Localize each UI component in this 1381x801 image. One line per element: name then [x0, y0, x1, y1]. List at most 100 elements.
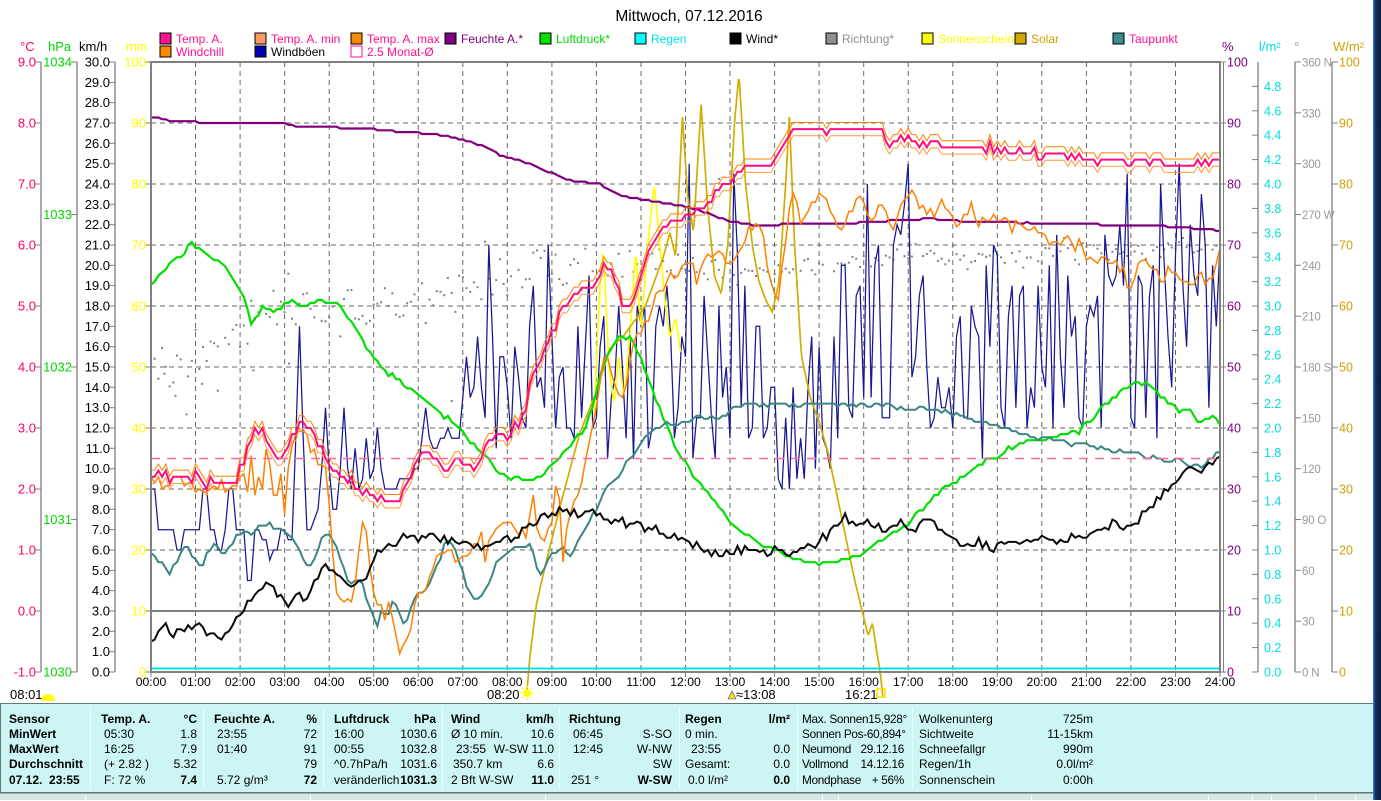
svg-text:0.8: 0.8 — [1264, 568, 1281, 582]
svg-text:16.0: 16.0 — [85, 339, 110, 354]
svg-text:1.2: 1.2 — [1264, 519, 1281, 533]
svg-text:01:00: 01:00 — [180, 675, 211, 689]
svg-text:km/h: km/h — [79, 39, 107, 54]
svg-text:40: 40 — [1339, 422, 1353, 436]
svg-text:1.0: 1.0 — [1264, 544, 1281, 558]
svg-text:Temp. A. min: Temp. A. min — [271, 32, 340, 46]
svg-text:3.0: 3.0 — [1264, 300, 1281, 314]
svg-text:150: 150 — [1302, 413, 1321, 425]
svg-text:11.0: 11.0 — [86, 441, 110, 456]
svg-text:14:00: 14:00 — [759, 675, 790, 689]
svg-text:5.0: 5.0 — [18, 299, 36, 314]
svg-text:60: 60 — [1302, 566, 1314, 578]
svg-text:90: 90 — [1227, 117, 1241, 131]
svg-text:17.0: 17.0 — [85, 319, 110, 334]
svg-text:16:21: 16:21 — [845, 687, 878, 702]
svg-text:08:20: 08:20 — [487, 687, 520, 702]
svg-text:4.8: 4.8 — [1264, 80, 1281, 94]
svg-text:12.0: 12.0 — [85, 421, 110, 436]
svg-text:08:00: 08:00 — [492, 675, 523, 689]
svg-text:4.4: 4.4 — [1264, 129, 1281, 143]
svg-text:Temp. A. max: Temp. A. max — [367, 32, 440, 46]
svg-text:Feuchte A.*: Feuchte A.* — [461, 32, 523, 46]
svg-text:70: 70 — [132, 238, 146, 253]
svg-text:4.6: 4.6 — [1264, 104, 1281, 118]
svg-text:8.0: 8.0 — [92, 502, 110, 517]
svg-text:7.0: 7.0 — [92, 522, 110, 537]
svg-text:2.4: 2.4 — [1264, 373, 1281, 387]
svg-text:22.0: 22.0 — [85, 217, 110, 232]
svg-text:10:00: 10:00 — [581, 675, 612, 689]
svg-text:0.2: 0.2 — [1264, 641, 1281, 655]
svg-text:°C: °C — [20, 39, 35, 54]
svg-text:13:00: 13:00 — [715, 675, 746, 689]
svg-text:Richtung*: Richtung* — [842, 32, 894, 46]
svg-text:Taupunkt: Taupunkt — [1129, 32, 1178, 46]
svg-text:Solar: Solar — [1031, 32, 1059, 46]
svg-text:0: 0 — [1339, 666, 1346, 680]
svg-text:30.0: 30.0 — [85, 55, 110, 70]
svg-text:19:00: 19:00 — [982, 675, 1013, 689]
svg-text:Luftdruck*: Luftdruck* — [556, 32, 610, 46]
svg-text:Sonnenschein: Sonnenschein — [938, 32, 1014, 46]
svg-text:23:00: 23:00 — [1160, 675, 1191, 689]
svg-text:16:00: 16:00 — [848, 675, 879, 689]
svg-text:80: 80 — [132, 177, 146, 192]
svg-text:1033: 1033 — [43, 207, 72, 222]
svg-text:min: min — [126, 39, 147, 54]
svg-text:1030: 1030 — [43, 665, 72, 680]
svg-text:°: ° — [1294, 39, 1299, 54]
svg-text:4.0: 4.0 — [18, 360, 36, 375]
svg-text:30: 30 — [1227, 483, 1241, 497]
svg-text:60: 60 — [132, 299, 146, 314]
svg-text:8.0: 8.0 — [18, 116, 36, 131]
svg-text:3.0: 3.0 — [18, 421, 36, 436]
svg-text:18:00: 18:00 — [938, 675, 969, 689]
svg-text:100: 100 — [1339, 56, 1360, 70]
svg-text:30: 30 — [1339, 483, 1353, 497]
svg-text:2.2: 2.2 — [1264, 397, 1281, 411]
svg-text:3.6: 3.6 — [1264, 226, 1281, 240]
svg-text:3.4: 3.4 — [1264, 251, 1281, 265]
svg-text:14.0: 14.0 — [85, 380, 110, 395]
svg-text:1034: 1034 — [43, 55, 72, 70]
svg-text:6.0: 6.0 — [18, 238, 36, 253]
svg-text:Mittwoch, 07.12.2016: Mittwoch, 07.12.2016 — [615, 8, 762, 25]
svg-text:12:00: 12:00 — [670, 675, 701, 689]
svg-text:9.0: 9.0 — [92, 482, 110, 497]
svg-text:0.4: 0.4 — [1264, 617, 1281, 631]
svg-text:30: 30 — [1302, 617, 1314, 629]
svg-text:13.0: 13.0 — [85, 400, 110, 415]
svg-text:1.0: 1.0 — [18, 543, 36, 558]
svg-text:2.6: 2.6 — [1264, 348, 1281, 362]
svg-text:40: 40 — [132, 421, 146, 436]
svg-text:25.0: 25.0 — [85, 156, 110, 171]
svg-text:hPa: hPa — [48, 39, 72, 54]
svg-text:%: % — [1222, 39, 1234, 54]
svg-text:1031: 1031 — [43, 512, 72, 527]
svg-text:330: 330 — [1302, 108, 1321, 120]
svg-text:300: 300 — [1302, 159, 1321, 171]
svg-text:80: 80 — [1227, 178, 1241, 192]
svg-text:1.4: 1.4 — [1264, 495, 1281, 509]
svg-text:0.0: 0.0 — [92, 665, 110, 680]
svg-text:10: 10 — [1339, 605, 1353, 619]
svg-text:0: 0 — [139, 665, 146, 680]
svg-text:28.0: 28.0 — [85, 95, 110, 110]
svg-text:20: 20 — [1339, 544, 1353, 558]
svg-text:2.0: 2.0 — [18, 482, 36, 497]
svg-text:24.0: 24.0 — [85, 177, 110, 192]
svg-text:90 O: 90 O — [1302, 515, 1326, 527]
svg-text:Windchill: Windchill — [176, 45, 224, 59]
svg-text:08:01: 08:01 — [10, 687, 43, 702]
svg-text:9.0: 9.0 — [18, 55, 36, 70]
svg-text:20: 20 — [132, 543, 146, 558]
svg-text:30: 30 — [132, 482, 146, 497]
svg-text:10: 10 — [1227, 605, 1241, 619]
svg-text:3.2: 3.2 — [1264, 275, 1281, 289]
svg-text:1.8: 1.8 — [1264, 446, 1281, 460]
svg-text:21:00: 21:00 — [1071, 675, 1102, 689]
svg-text:06:00: 06:00 — [403, 675, 434, 689]
svg-text:10.0: 10.0 — [85, 461, 110, 476]
svg-text:0.0: 0.0 — [18, 604, 36, 619]
